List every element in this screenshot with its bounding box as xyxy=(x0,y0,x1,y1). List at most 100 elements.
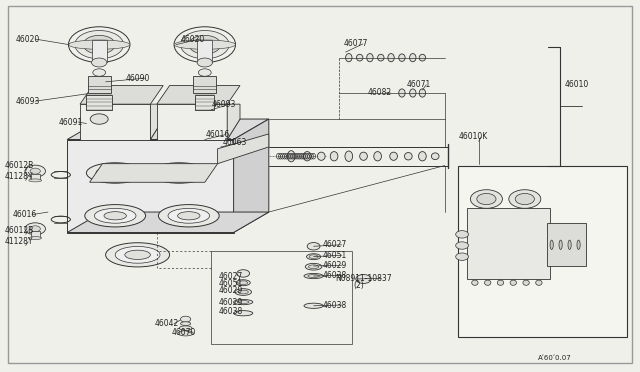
Text: 46090: 46090 xyxy=(126,74,150,83)
Ellipse shape xyxy=(536,280,542,285)
Text: 46071: 46071 xyxy=(407,80,431,89)
Ellipse shape xyxy=(86,163,144,183)
Circle shape xyxy=(174,27,236,62)
Circle shape xyxy=(189,35,221,54)
Ellipse shape xyxy=(160,166,198,180)
Text: 46042: 46042 xyxy=(155,319,179,328)
Ellipse shape xyxy=(497,280,504,285)
Text: 46012B: 46012B xyxy=(5,226,35,235)
Ellipse shape xyxy=(367,54,373,62)
Ellipse shape xyxy=(308,275,319,278)
Ellipse shape xyxy=(125,250,150,260)
Polygon shape xyxy=(227,104,240,140)
Ellipse shape xyxy=(174,40,236,49)
Text: 46038: 46038 xyxy=(323,301,347,310)
Circle shape xyxy=(92,58,107,67)
Circle shape xyxy=(198,69,211,76)
Ellipse shape xyxy=(410,54,416,62)
Text: 46012B: 46012B xyxy=(5,161,35,170)
Polygon shape xyxy=(157,104,227,140)
Ellipse shape xyxy=(399,89,405,97)
Ellipse shape xyxy=(106,243,170,267)
Ellipse shape xyxy=(330,152,338,161)
Ellipse shape xyxy=(84,205,146,227)
Ellipse shape xyxy=(404,153,412,160)
Polygon shape xyxy=(67,140,234,232)
Ellipse shape xyxy=(304,303,323,308)
Circle shape xyxy=(75,31,124,59)
Circle shape xyxy=(30,168,40,174)
Bar xyxy=(88,76,111,93)
Circle shape xyxy=(456,242,468,249)
Ellipse shape xyxy=(356,54,363,61)
Text: 46038: 46038 xyxy=(323,271,347,280)
Text: 46091: 46091 xyxy=(59,118,83,126)
Bar xyxy=(458,166,627,337)
Bar xyxy=(467,208,550,279)
Ellipse shape xyxy=(303,152,311,161)
Text: 46029: 46029 xyxy=(219,286,243,295)
Text: Aʼ60ʼ0.07: Aʼ60ʼ0.07 xyxy=(538,355,572,361)
Ellipse shape xyxy=(484,280,491,285)
Ellipse shape xyxy=(568,240,572,250)
Polygon shape xyxy=(80,86,163,104)
Ellipse shape xyxy=(170,169,189,177)
Ellipse shape xyxy=(178,331,193,336)
Ellipse shape xyxy=(158,205,219,227)
Polygon shape xyxy=(150,104,163,140)
Text: (2): (2) xyxy=(353,281,364,290)
Circle shape xyxy=(180,31,229,59)
Polygon shape xyxy=(157,86,240,104)
Ellipse shape xyxy=(237,301,249,304)
Polygon shape xyxy=(80,104,150,140)
Text: 46010K: 46010K xyxy=(458,132,488,141)
Bar xyxy=(86,95,112,110)
Ellipse shape xyxy=(378,54,384,61)
Ellipse shape xyxy=(510,280,516,285)
Text: 46016: 46016 xyxy=(206,130,230,139)
Ellipse shape xyxy=(68,40,130,49)
Circle shape xyxy=(515,193,534,205)
Text: 46016: 46016 xyxy=(13,210,37,219)
Bar xyxy=(193,76,216,93)
Ellipse shape xyxy=(399,54,405,61)
Ellipse shape xyxy=(523,280,529,285)
Bar xyxy=(31,231,40,238)
Circle shape xyxy=(477,193,496,205)
Circle shape xyxy=(90,114,108,124)
Ellipse shape xyxy=(431,153,439,160)
Ellipse shape xyxy=(180,322,191,326)
Circle shape xyxy=(356,275,371,283)
Circle shape xyxy=(470,190,502,208)
Ellipse shape xyxy=(346,54,352,62)
Polygon shape xyxy=(218,134,269,164)
Circle shape xyxy=(180,316,191,322)
Text: 46093: 46093 xyxy=(16,97,40,106)
Circle shape xyxy=(237,270,250,277)
Bar xyxy=(197,40,212,62)
Ellipse shape xyxy=(235,289,252,295)
Text: 46077: 46077 xyxy=(344,39,368,48)
Text: 46010: 46010 xyxy=(564,80,589,89)
Ellipse shape xyxy=(360,152,367,160)
Ellipse shape xyxy=(304,273,323,279)
Ellipse shape xyxy=(419,54,426,61)
Text: 46029: 46029 xyxy=(323,261,347,270)
Ellipse shape xyxy=(317,152,325,160)
Circle shape xyxy=(509,190,541,208)
Ellipse shape xyxy=(234,299,253,305)
Ellipse shape xyxy=(472,280,478,285)
Ellipse shape xyxy=(236,280,250,286)
Ellipse shape xyxy=(307,254,321,260)
Text: 41128Y: 41128Y xyxy=(5,237,34,246)
Ellipse shape xyxy=(104,212,127,220)
Ellipse shape xyxy=(419,89,426,97)
Text: 46038: 46038 xyxy=(219,307,243,316)
Text: N08911-10837: N08911-10837 xyxy=(335,274,392,283)
Ellipse shape xyxy=(419,152,426,161)
Text: 46070: 46070 xyxy=(172,328,196,337)
Circle shape xyxy=(25,223,45,235)
Ellipse shape xyxy=(179,326,192,330)
Ellipse shape xyxy=(95,208,136,223)
Ellipse shape xyxy=(577,240,580,250)
